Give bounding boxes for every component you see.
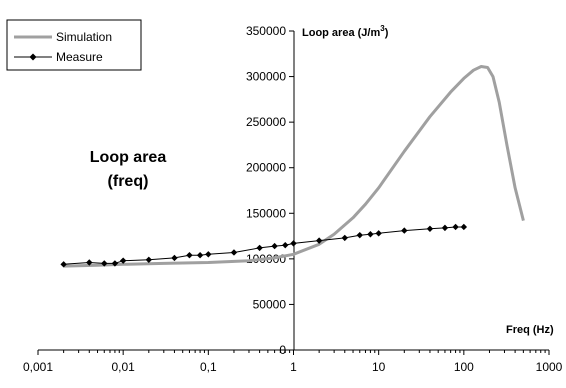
measure-point	[205, 251, 212, 258]
annotation-line-1: Loop area	[90, 149, 167, 166]
y-axis-title: Loop area (J/m3)	[302, 24, 389, 39]
measure-point	[426, 225, 434, 232]
y-tick-label: 0	[279, 343, 286, 357]
simulation-series-line	[63, 65, 525, 268]
y-tick-label: 350000	[246, 24, 286, 38]
plot-area: 0,001 0,01 0,1 1 10 100 1000050000100000150000…	[23, 24, 563, 374]
x-tick-label: 0,01	[111, 360, 135, 374]
measure-point	[186, 252, 193, 259]
measure-point	[290, 240, 297, 247]
legend: Simulation Measure	[6, 19, 142, 71]
annotation-line-2: (freq)	[108, 173, 149, 190]
measure-point	[441, 224, 449, 232]
measure-point	[119, 257, 127, 264]
measure-point	[171, 254, 178, 262]
measure-point	[60, 261, 67, 268]
legend-box	[6, 19, 142, 71]
measure-point	[111, 260, 119, 267]
x-axis-title: Freq (Hz)	[506, 324, 554, 336]
measure-point	[367, 231, 374, 238]
y-tick-label: 300000	[246, 70, 286, 84]
legend-measure-marker	[29, 53, 37, 61]
x-tick-label: 10	[372, 360, 386, 374]
x-tick-label: 1	[290, 360, 297, 374]
measure-point	[282, 241, 289, 249]
y-tick-label: 250000	[246, 115, 286, 129]
legend-measure-label: Measure	[56, 50, 103, 64]
measure-point	[145, 256, 153, 263]
measure-point	[230, 249, 238, 256]
measure-point	[452, 223, 459, 231]
measure-point	[341, 234, 348, 242]
x-tick-label: 0,001	[23, 360, 53, 374]
measure-point	[460, 223, 468, 231]
measure-point	[356, 231, 363, 239]
measure-point	[271, 242, 278, 250]
measure-point	[256, 244, 263, 252]
y-tick-label: 150000	[246, 206, 286, 220]
measure-point	[101, 260, 108, 267]
y-tick-label: 50000	[253, 297, 287, 311]
measure-point	[375, 230, 382, 237]
y-axis-title-superscript: 3	[380, 24, 385, 33]
x-tick-label: 0,1	[200, 360, 217, 374]
measure-point	[315, 237, 323, 244]
x-tick-label: 1000	[536, 360, 563, 374]
legend-simulation-label: Simulation	[56, 30, 112, 44]
x-tick-label: 100	[454, 360, 474, 374]
measure-point	[401, 227, 408, 234]
measure-point	[196, 252, 204, 259]
y-tick-label: 200000	[246, 161, 286, 175]
measure-point	[86, 259, 93, 266]
